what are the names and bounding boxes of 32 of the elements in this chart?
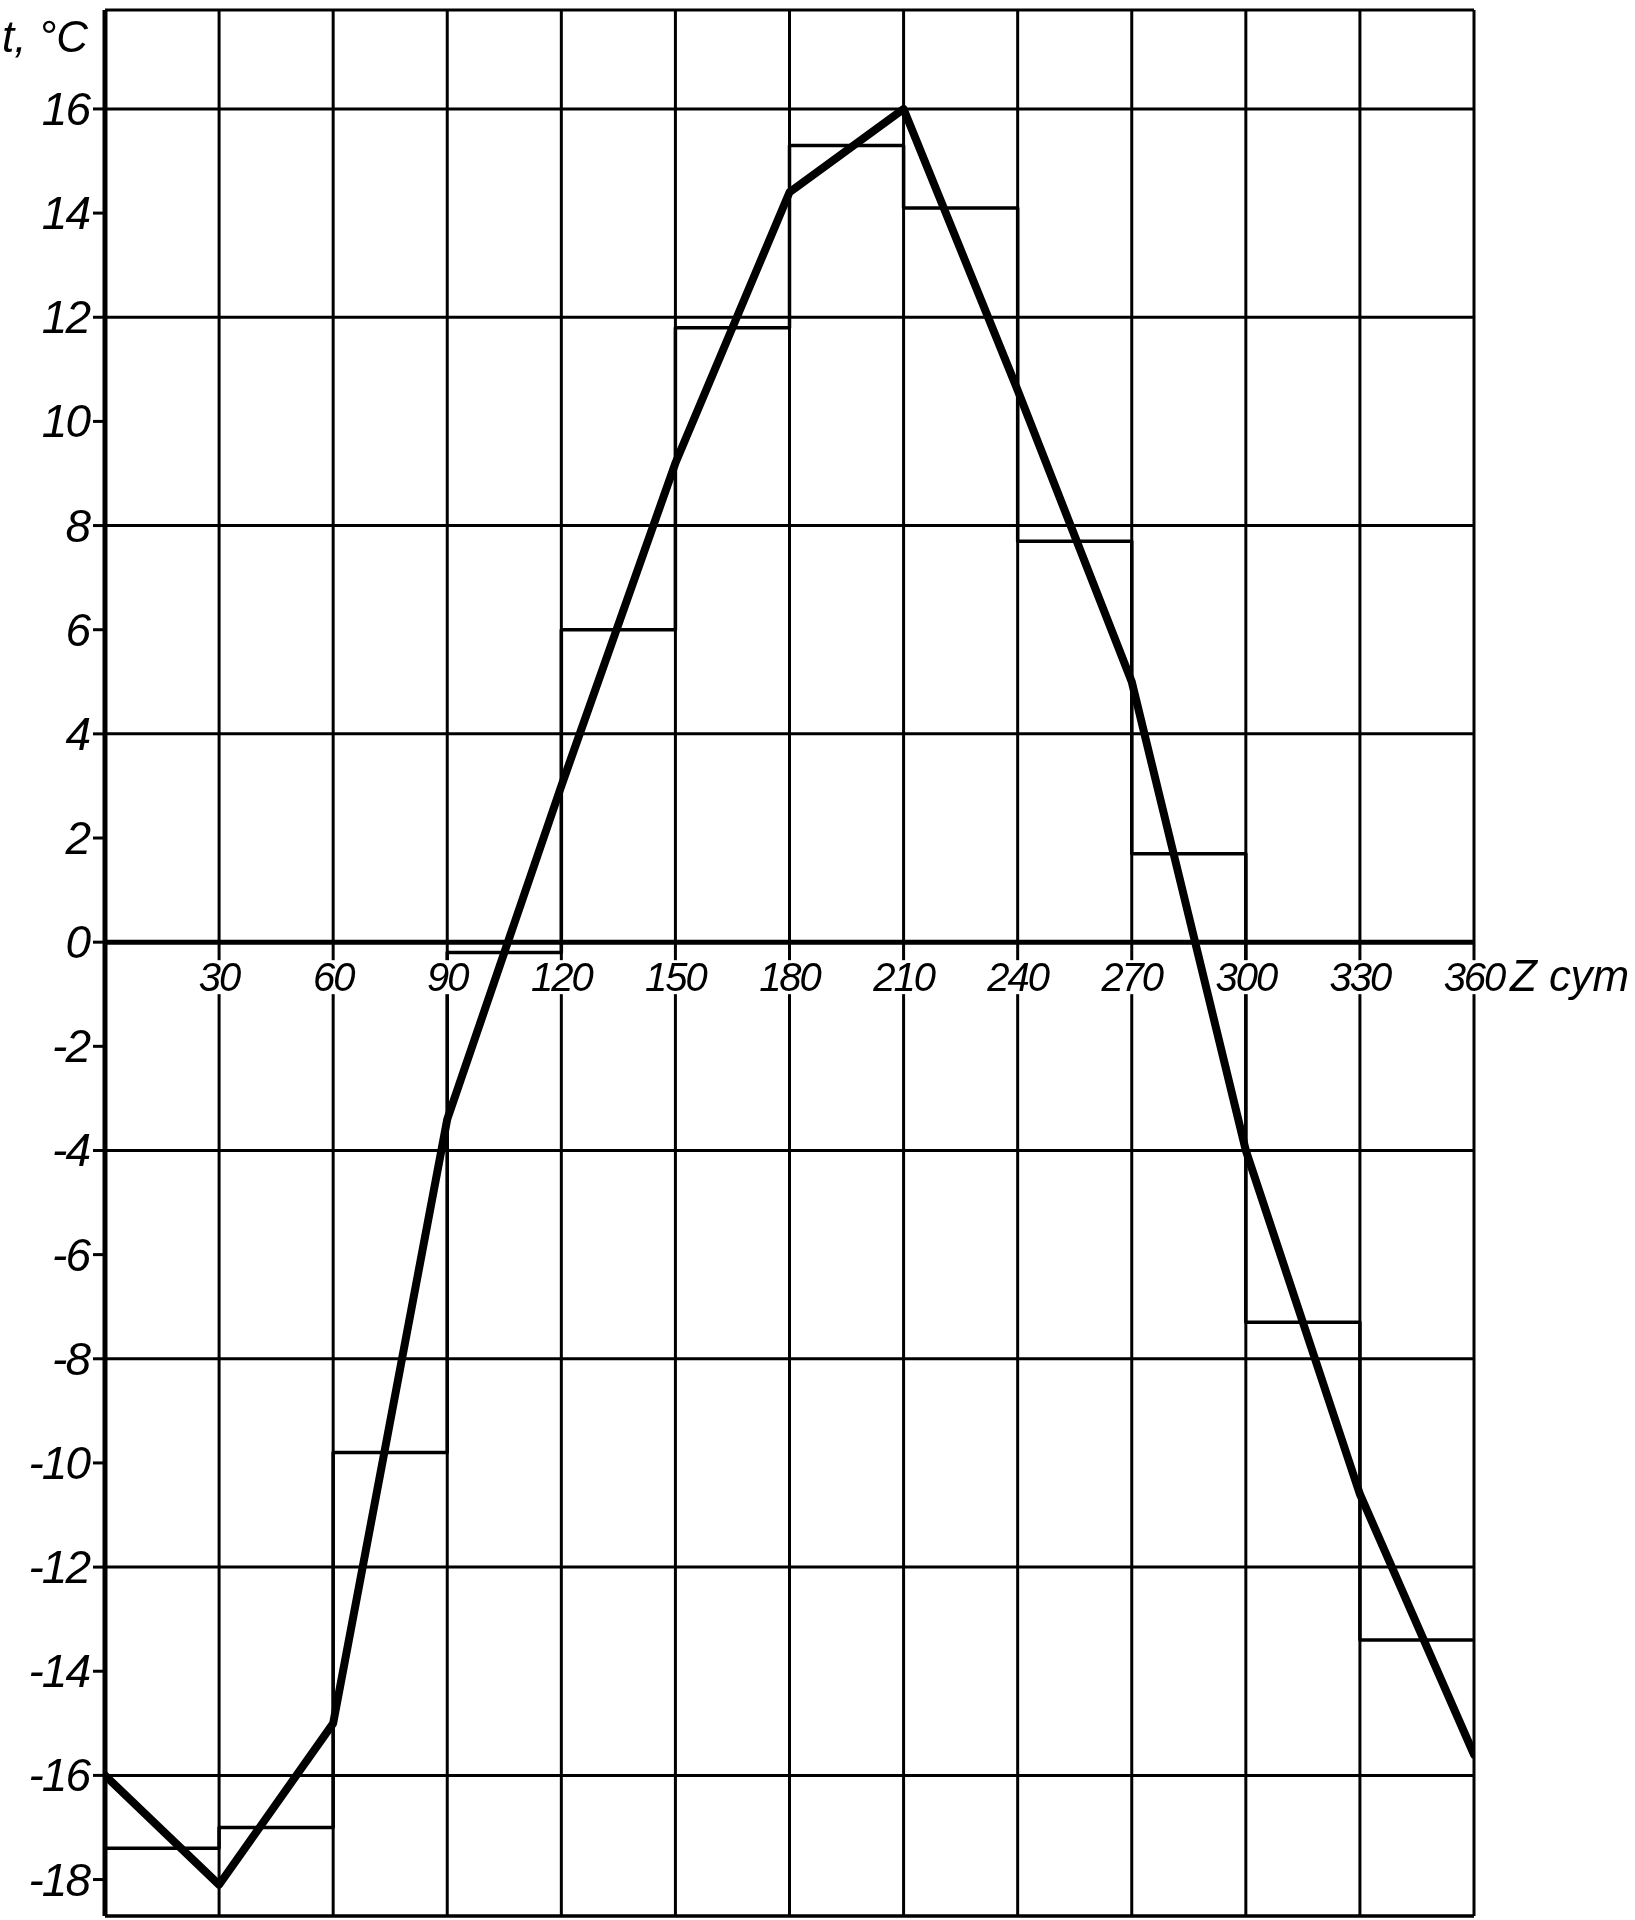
x-tick-label: 240 xyxy=(986,955,1050,1000)
x-tick-label: 300 xyxy=(1215,955,1278,1000)
y-tick-label: -2 xyxy=(52,1020,91,1073)
y-tick-label: 16 xyxy=(41,82,92,135)
y-tick-label: -16 xyxy=(28,1749,92,1802)
x-tick-label: 360 xyxy=(1443,955,1507,1000)
y-tick-label: -18 xyxy=(28,1853,92,1906)
x-tick-label: 330 xyxy=(1329,955,1393,1000)
y-tick-label: -10 xyxy=(28,1436,92,1489)
y-tick-label: -14 xyxy=(28,1645,90,1698)
y-tick-label: 12 xyxy=(41,291,91,344)
x-tick-label: 90 xyxy=(427,955,470,1000)
y-tick-label: 6 xyxy=(65,603,92,656)
x-tick-label: 30 xyxy=(198,955,242,1000)
x-axis-title: Z сут xyxy=(1509,951,1630,1001)
y-tick-label: 8 xyxy=(65,499,92,552)
y-axis-title: t, °C xyxy=(2,12,90,61)
y-tick-label: 2 xyxy=(64,812,91,865)
x-tick-label: 180 xyxy=(759,955,822,1000)
y-tick-label: -4 xyxy=(52,1124,90,1177)
y-tick-label: 10 xyxy=(41,395,92,448)
y-tick-label: -12 xyxy=(28,1541,91,1594)
y-tick-label: 14 xyxy=(41,187,90,240)
x-tick-label: 60 xyxy=(312,955,356,1000)
y-tick-label: 0 xyxy=(65,916,92,969)
x-tick-label: 210 xyxy=(872,955,936,1000)
x-tick-label: 150 xyxy=(645,955,708,1000)
y-tick-label: 4 xyxy=(65,707,90,760)
x-tick-label: 270 xyxy=(1100,955,1164,1000)
x-tick-label: 120 xyxy=(530,955,594,1000)
y-tick-label: -6 xyxy=(52,1228,92,1281)
y-tick-label: -8 xyxy=(52,1332,92,1385)
